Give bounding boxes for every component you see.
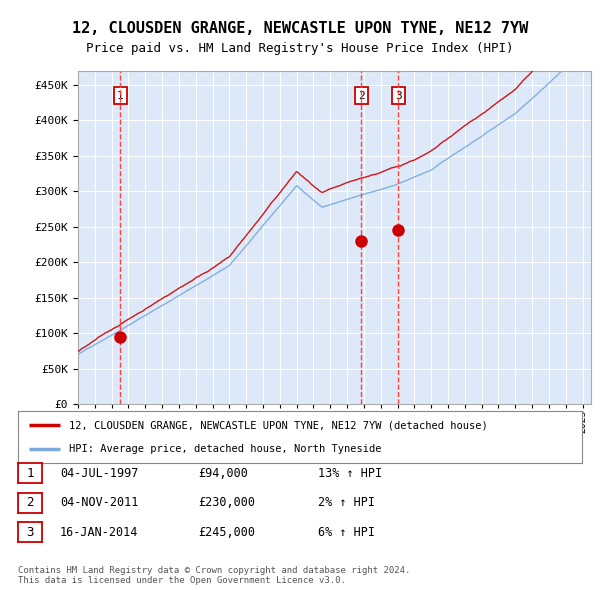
Text: 2% ↑ HPI: 2% ↑ HPI [318, 496, 375, 509]
Text: 04-JUL-1997: 04-JUL-1997 [60, 467, 139, 480]
Text: 2: 2 [358, 91, 365, 101]
Text: 6% ↑ HPI: 6% ↑ HPI [318, 526, 375, 539]
Text: 1: 1 [26, 467, 34, 480]
Text: Contains HM Land Registry data © Crown copyright and database right 2024.
This d: Contains HM Land Registry data © Crown c… [18, 566, 410, 585]
Text: £245,000: £245,000 [198, 526, 255, 539]
Text: HPI: Average price, detached house, North Tyneside: HPI: Average price, detached house, Nort… [69, 444, 381, 454]
Text: 12, CLOUSDEN GRANGE, NEWCASTLE UPON TYNE, NE12 7YW: 12, CLOUSDEN GRANGE, NEWCASTLE UPON TYNE… [72, 21, 528, 35]
Text: £94,000: £94,000 [198, 467, 248, 480]
Text: 1: 1 [117, 91, 124, 101]
Text: 16-JAN-2014: 16-JAN-2014 [60, 526, 139, 539]
Text: Price paid vs. HM Land Registry's House Price Index (HPI): Price paid vs. HM Land Registry's House … [86, 42, 514, 55]
Text: 04-NOV-2011: 04-NOV-2011 [60, 496, 139, 509]
Text: 13% ↑ HPI: 13% ↑ HPI [318, 467, 382, 480]
Text: 12, CLOUSDEN GRANGE, NEWCASTLE UPON TYNE, NE12 7YW (detached house): 12, CLOUSDEN GRANGE, NEWCASTLE UPON TYNE… [69, 420, 488, 430]
Text: £230,000: £230,000 [198, 496, 255, 509]
Text: 3: 3 [395, 91, 401, 101]
Text: 3: 3 [26, 526, 34, 539]
Text: 2: 2 [26, 496, 34, 509]
